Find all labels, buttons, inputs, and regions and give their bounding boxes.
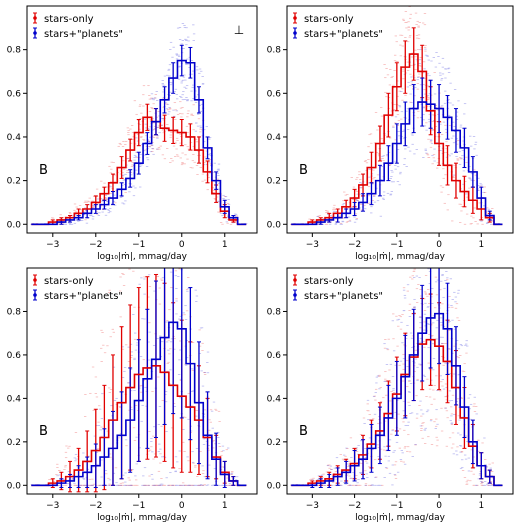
y-tick-label: 0.2 (7, 438, 21, 448)
legend-marker-dot (293, 31, 297, 35)
legend-entry: stars-only (44, 14, 94, 25)
legend-entry: stars-only (304, 276, 354, 287)
y-tick-label: 0.0 (267, 220, 282, 230)
y-tick-label: 0.8 (7, 307, 22, 317)
legend-marker-dot (33, 293, 37, 297)
y-tick-label: 0.4 (7, 394, 22, 404)
legend-entry: stars-only (304, 14, 354, 25)
legend-entry: stars-only (44, 276, 94, 287)
x-tick-label: −2 (348, 240, 361, 250)
chart-panel-4: −3 −2 −1 0 1 0.0 0.2 0.4 0.6 0.8 log₁₀|ṁ|, mmag/da… (267, 267, 514, 523)
legend-marker-dot (293, 278, 297, 282)
axes-frame (286, 267, 514, 495)
x-tick-label: −3 (306, 240, 319, 250)
y-tick-label: 0.6 (267, 351, 282, 361)
y-tick-label: 0.0 (7, 220, 22, 230)
plot-area (30, 268, 248, 493)
plot-area (30, 23, 248, 226)
x-tick-label: 0 (179, 501, 185, 511)
plot-area (290, 268, 503, 488)
series-line (31, 59, 247, 226)
x-tick-label: 0 (436, 501, 442, 511)
x-axis-label: log₁₀|ṁ|, mmag/day (97, 252, 188, 262)
y-tick-label: 0.6 (7, 89, 22, 99)
y-tick-label: 0.8 (267, 46, 282, 56)
x-tick-label: 0 (436, 240, 442, 250)
x-tick-label: −3 (46, 501, 59, 511)
legend-entry: stars+"planets" (304, 29, 383, 40)
x-tick-label: −1 (390, 501, 403, 511)
x-tick-label: 1 (478, 240, 484, 250)
y-tick-label: 0.4 (267, 133, 282, 143)
x-tick-label: −1 (390, 240, 403, 250)
y-tick-label: 0.2 (267, 177, 281, 187)
scatter-cloud (290, 6, 502, 225)
series-line (291, 312, 503, 487)
x-tick-label: −2 (348, 501, 361, 511)
y-tick-label: 0.4 (7, 133, 22, 143)
y-tick-label: 0.6 (267, 89, 282, 99)
axes-frame (26, 267, 258, 495)
legend-entry: stars+"planets" (304, 291, 383, 302)
legend-marker-dot (33, 31, 37, 35)
axes-frame (286, 5, 514, 234)
x-tick-label: 1 (478, 501, 484, 511)
x-axis-label: log₁₀|ṁ|, mmag/day (97, 513, 188, 523)
plot-area (290, 6, 503, 226)
corner-mark: ⊥ (234, 23, 244, 37)
x-tick-label: −2 (89, 240, 102, 250)
y-tick-label: 0.6 (7, 351, 22, 361)
legend: stars-only stars+"planets" (33, 12, 123, 40)
x-tick-label: −1 (132, 240, 145, 250)
legend: stars-only stars+"planets" (293, 274, 383, 302)
legend-marker-dot (293, 16, 297, 20)
series-line (291, 101, 503, 226)
y-tick-label: 0.2 (7, 177, 21, 187)
y-tick-label: 0.0 (267, 481, 282, 491)
legend-marker-dot (293, 293, 297, 297)
legend-marker-dot (33, 278, 37, 282)
x-axis-label: log₁₀|ṁ|, mmag/day (355, 252, 446, 262)
x-tick-label: −3 (306, 501, 319, 511)
panel-label: B (39, 424, 48, 439)
y-tick-label: 0.0 (7, 481, 22, 491)
legend-marker-dot (33, 16, 37, 20)
y-tick-label: 0.4 (267, 394, 282, 404)
chart-panel-3: −3 −2 −1 0 1 0.0 0.2 0.4 0.6 0.8 log₁₀|ṁ|, mmag/da… (7, 267, 258, 523)
panel-label: B (299, 424, 308, 439)
legend: stars-only stars+"planets" (293, 12, 383, 40)
x-axis-label: log₁₀|ṁ|, mmag/day (355, 513, 446, 523)
x-tick-label: 1 (222, 501, 228, 511)
chart-panel-2: −3 −2 −1 0 1 0.0 0.2 0.4 0.6 0.8 log₁₀|ṁ|, mmag/da… (267, 5, 514, 262)
panel-label: B (39, 163, 48, 178)
y-tick-label: 0.8 (7, 46, 22, 56)
legend: stars-only stars+"planets" (33, 274, 123, 302)
legend-entry: stars+"planets" (44, 29, 123, 40)
axes-frame (26, 5, 258, 234)
x-tick-label: 1 (222, 240, 228, 250)
panel-label: B (299, 163, 308, 178)
chart-panel-1: −3 −2 −1 0 1 0.0 0.2 0.4 0.6 0.8 log₁₀|ṁ|, mmag/da… (7, 5, 258, 262)
y-tick-label: 0.2 (267, 438, 281, 448)
series-line (31, 321, 247, 487)
x-tick-label: −2 (89, 501, 102, 511)
x-tick-label: 0 (179, 240, 185, 250)
x-tick-label: −1 (132, 501, 145, 511)
y-tick-label: 0.8 (267, 307, 282, 317)
legend-entry: stars+"planets" (44, 291, 123, 302)
x-tick-label: −3 (46, 240, 59, 250)
